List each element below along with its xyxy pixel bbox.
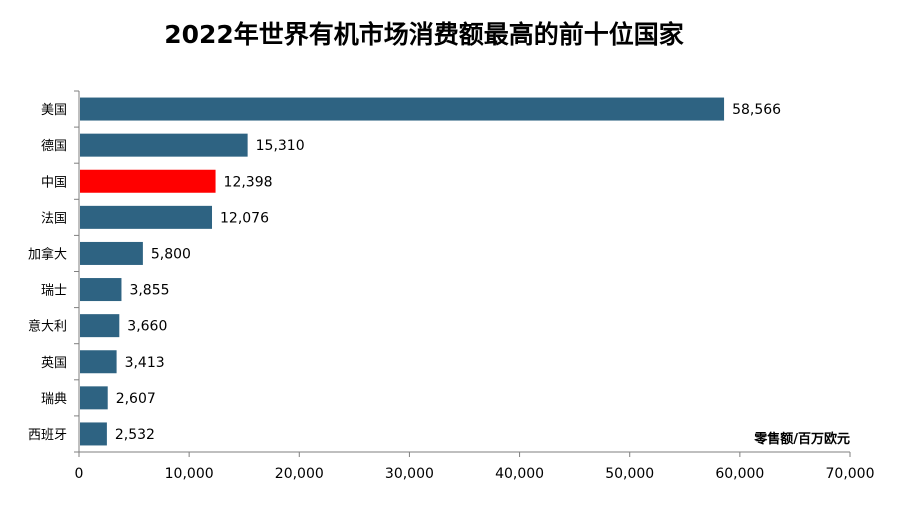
x-tick-label: 0 — [75, 466, 84, 482]
category-label: 法国 — [41, 211, 67, 226]
value-label: 3,413 — [125, 355, 165, 371]
axes-layer: 0 10,000 20,000 30,000 40,000 50,000 60,000 70,… — [74, 90, 875, 482]
bar-6 — [80, 314, 120, 338]
x-tick-label: 40,000 — [495, 466, 544, 482]
value-label: 12,076 — [220, 210, 269, 226]
x-tick-label: 30,000 — [385, 466, 434, 482]
bar-5 — [80, 278, 122, 302]
bars-layer: 美国 58,566 德国 15,310 中国 12,398 法国 12,076 加拿大 5,800… — [28, 97, 781, 446]
value-label: 5,800 — [151, 246, 191, 262]
category-label: 西班牙 — [28, 428, 67, 443]
bar-0 — [80, 97, 725, 121]
bar-4 — [80, 241, 143, 265]
value-label: 2,607 — [116, 391, 156, 407]
bar-9 — [80, 422, 107, 446]
x-tick-label: 50,000 — [605, 466, 654, 482]
bar-8 — [80, 386, 108, 410]
x-tick-label: 10,000 — [165, 466, 214, 482]
x-tick-label: 70,000 — [826, 466, 875, 482]
value-label: 3,855 — [129, 283, 169, 299]
category-label: 中国 — [41, 175, 67, 190]
category-label: 德国 — [41, 139, 67, 154]
value-label: 58,566 — [732, 102, 781, 118]
category-label: 瑞士 — [41, 284, 67, 299]
bar-7 — [80, 350, 117, 374]
x-tick-label: 20,000 — [275, 466, 324, 482]
chart-title: 2022年世界有机市场消费额最高的前十位国家 — [164, 20, 684, 49]
category-label: 瑞典 — [41, 392, 67, 407]
x-axis-unit-label: 零售额/百万欧元 — [753, 431, 850, 447]
bar-2 — [80, 169, 216, 193]
bar-3 — [80, 205, 213, 229]
category-label: 美国 — [41, 103, 67, 118]
value-label: 2,532 — [115, 427, 155, 443]
value-label: 15,310 — [256, 138, 305, 154]
category-label: 意大利 — [28, 319, 67, 335]
x-tick-label: 60,000 — [715, 466, 764, 482]
category-label: 加拿大 — [28, 246, 67, 262]
value-label: 3,660 — [127, 319, 167, 335]
value-label: 12,398 — [224, 174, 273, 190]
bar-1 — [80, 133, 248, 157]
category-label: 英国 — [41, 356, 67, 371]
